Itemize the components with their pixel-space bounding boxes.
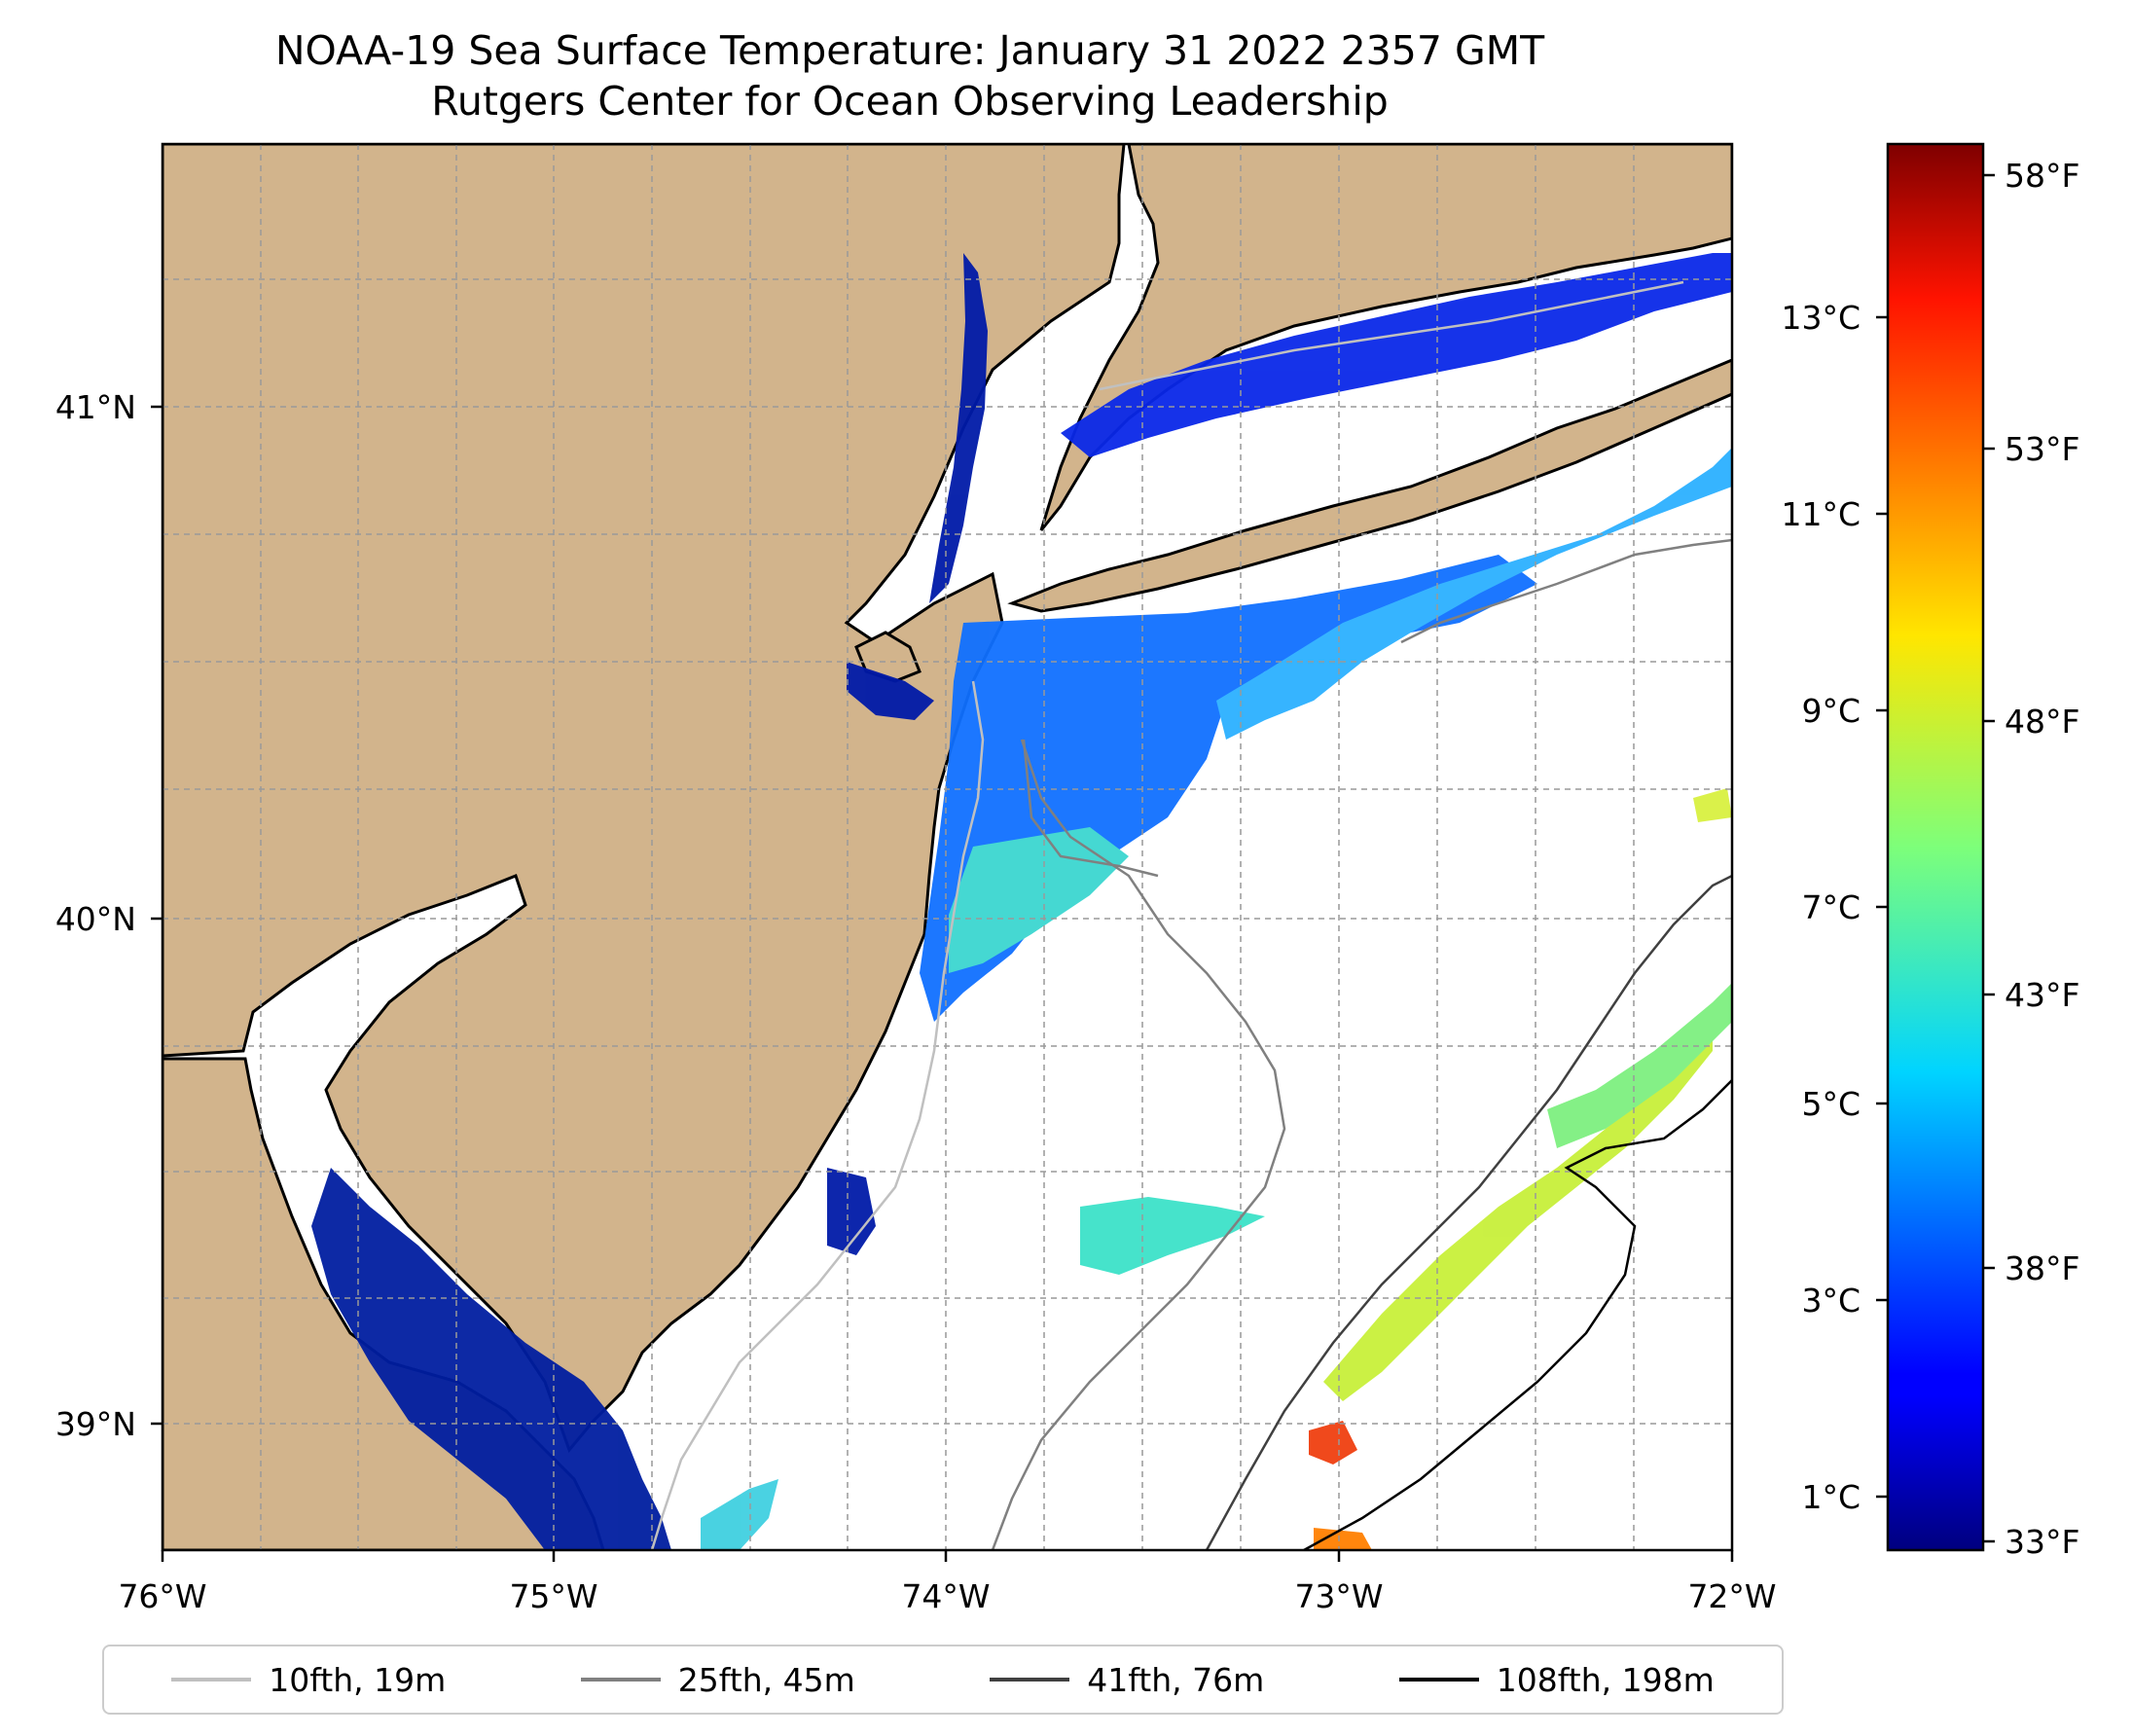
sst-data-layer [311, 253, 1732, 1550]
sst-barnegat [827, 1168, 876, 1255]
legend-item-108fth: 108fth, 198m [1398, 1660, 1715, 1699]
colorbar-label-13c: 13°C [1781, 299, 1861, 337]
gridlines [163, 144, 1732, 1550]
legend-label-10fth: 10fth, 19m [269, 1660, 447, 1699]
colorbar-label-1c: 1°C [1801, 1478, 1861, 1516]
sst-li-sound [1061, 253, 1732, 457]
sst-shelf-red-spot [1309, 1421, 1357, 1465]
lon-label-74w: 74°W [901, 1577, 990, 1615]
colorbar-label-53f: 53°F [2005, 430, 2079, 468]
colorbar [1886, 142, 1985, 1552]
map-subtitle: Rutgers Center for Ocean Observing Leade… [431, 78, 1389, 125]
axis-ticks [151, 405, 1734, 1562]
contour-25fth [991, 739, 1286, 1550]
contour-108fth [1303, 1079, 1732, 1550]
contour-legend: 10fth, 19m 25fth, 45m 41fth, 76m 108fth,… [102, 1645, 1784, 1715]
colorbar-label-11c: 11°C [1781, 495, 1861, 533]
contour-41fth [1205, 874, 1732, 1550]
land-layer [163, 144, 1732, 1550]
sst-delaware-bay [311, 1168, 671, 1550]
legend-label-25fth: 25fth, 45m [677, 1660, 855, 1699]
colorbar-label-58f: 58°F [2005, 157, 2079, 195]
contour-10fth-li [1099, 280, 1684, 391]
long-island [1007, 358, 1732, 613]
lat-label-41n: 41°N [55, 388, 136, 426]
lon-label-73w: 73°W [1294, 1577, 1383, 1615]
nj-pa-land [163, 144, 1126, 1453]
sst-shelf-patch-mid [1080, 1197, 1265, 1275]
colorbar-label-38f: 38°F [2005, 1249, 2079, 1287]
sst-bottom-orange [1314, 1528, 1372, 1550]
bathymetry-contours [650, 280, 1732, 1550]
sst-raritan [847, 662, 934, 720]
sst-li-offshore [1216, 448, 1732, 740]
sst-bottom-cyan [701, 1479, 778, 1550]
lon-label-75w: 75°W [509, 1577, 597, 1615]
legend-swatch-10fth [171, 1678, 252, 1682]
lat-label-39n: 39°N [55, 1405, 136, 1443]
legend-item-10fth: 10fth, 19m [171, 1661, 446, 1699]
lat-label-40n: 40°N [55, 900, 136, 938]
legend-swatch-108fth [1398, 1678, 1479, 1682]
colorbar-label-9c: 9°C [1801, 692, 1861, 730]
colorbar-label-5c: 5°C [1801, 1085, 1861, 1123]
legend-swatch-41fth [990, 1678, 1070, 1682]
contour-25fth-hudson-canyon [1022, 739, 1159, 878]
map-title: NOAA-19 Sea Surface Temperature: January… [274, 27, 1545, 74]
sst-hudson [929, 253, 988, 603]
sst-far-right-yellow [1693, 788, 1732, 822]
sst-ny-bight-nearshore [920, 555, 1537, 1022]
sst-shelf-yellow-band [1323, 1012, 1713, 1401]
colorbar-ticks [1876, 173, 1995, 1543]
legend-label-108fth: 108fth, 198m [1496, 1660, 1715, 1699]
colorbar-label-7c: 7°C [1801, 888, 1861, 926]
colorbar-label-33f: 33°F [2005, 1523, 2079, 1561]
sst-ny-bight-warm [949, 827, 1129, 973]
lon-label-72w: 72°W [1687, 1577, 1776, 1615]
legend-label-41fth: 41fth, 76m [1087, 1660, 1265, 1699]
legend-item-25fth: 25fth, 45m [580, 1660, 855, 1699]
sst-shelf-right-green [1547, 983, 1732, 1148]
colorbar-label-3c: 3°C [1801, 1282, 1861, 1320]
legend-swatch-25fth [580, 1678, 661, 1682]
lon-label-76w: 76°W [118, 1577, 206, 1615]
contour-10fth [650, 680, 985, 1550]
map-frame [161, 142, 1734, 1552]
legend-item-41fth: 41fth, 76m [990, 1661, 1264, 1699]
colorbar-label-43f: 43°F [2005, 976, 2079, 1014]
colorbar-label-48f: 48°F [2005, 703, 2079, 741]
contour-25fth-offshore [1400, 538, 1732, 644]
